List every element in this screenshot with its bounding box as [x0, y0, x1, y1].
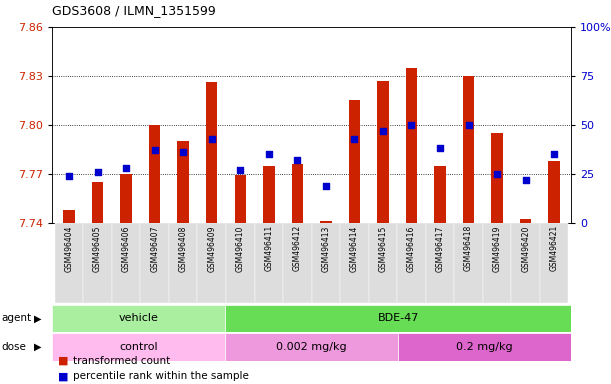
Text: agent: agent	[1, 313, 31, 323]
Point	[435, 145, 445, 151]
Bar	[511, 223, 540, 303]
Bar	[52, 305, 225, 332]
Bar	[340, 223, 368, 303]
Bar	[434, 166, 446, 223]
Text: GSM496417: GSM496417	[436, 225, 445, 271]
Bar	[312, 223, 340, 303]
Bar	[549, 161, 560, 223]
Text: GSM496412: GSM496412	[293, 225, 302, 271]
Text: GSM496419: GSM496419	[492, 225, 502, 271]
Text: 0.2 mg/kg: 0.2 mg/kg	[456, 342, 513, 352]
Bar	[397, 223, 426, 303]
Point	[293, 157, 302, 163]
Bar	[177, 141, 189, 223]
Point	[207, 136, 217, 142]
Bar	[491, 133, 503, 223]
Bar	[64, 210, 75, 223]
Bar	[520, 219, 532, 223]
Bar	[368, 223, 397, 303]
Point	[64, 173, 74, 179]
Text: control: control	[119, 342, 158, 352]
Point	[321, 182, 331, 189]
Text: 0.002 mg/kg: 0.002 mg/kg	[276, 342, 347, 352]
Text: GSM496415: GSM496415	[378, 225, 387, 271]
Bar	[206, 83, 218, 223]
Bar	[283, 223, 312, 303]
Point	[93, 169, 103, 175]
Text: GDS3608 / ILMN_1351599: GDS3608 / ILMN_1351599	[52, 4, 216, 17]
Point	[235, 167, 245, 173]
Bar	[263, 166, 274, 223]
Bar	[398, 333, 571, 361]
Point	[178, 149, 188, 155]
Text: GSM496421: GSM496421	[550, 225, 558, 271]
Text: GSM496406: GSM496406	[122, 225, 131, 271]
Text: GSM496416: GSM496416	[407, 225, 416, 271]
Point	[406, 122, 416, 128]
Bar	[291, 164, 303, 223]
Bar	[55, 223, 83, 303]
Point	[264, 151, 274, 157]
Text: GSM496420: GSM496420	[521, 225, 530, 271]
Bar	[235, 175, 246, 223]
Bar	[120, 174, 132, 223]
Bar	[112, 223, 141, 303]
Text: BDE-47: BDE-47	[378, 313, 419, 323]
Bar	[255, 223, 283, 303]
Text: ■: ■	[58, 356, 68, 366]
Text: GSM496411: GSM496411	[265, 225, 273, 271]
Bar	[377, 81, 389, 223]
Text: ■: ■	[58, 371, 68, 381]
Point	[464, 122, 474, 128]
Bar	[406, 68, 417, 223]
Text: GSM496405: GSM496405	[93, 225, 102, 271]
Bar	[540, 223, 568, 303]
Point	[150, 147, 159, 153]
Bar	[225, 305, 571, 332]
Bar	[455, 223, 483, 303]
Bar	[349, 100, 360, 223]
Bar	[197, 223, 226, 303]
Bar	[226, 223, 255, 303]
Text: GSM496407: GSM496407	[150, 225, 159, 271]
Point	[349, 136, 359, 142]
Bar	[141, 223, 169, 303]
Bar	[169, 223, 197, 303]
Bar	[92, 182, 103, 223]
Text: percentile rank within the sample: percentile rank within the sample	[73, 371, 249, 381]
Point	[521, 177, 530, 183]
Bar	[225, 333, 398, 361]
Text: GSM496418: GSM496418	[464, 225, 473, 271]
Bar	[320, 221, 332, 223]
Point	[492, 170, 502, 177]
Text: GSM496404: GSM496404	[65, 225, 73, 271]
Bar	[52, 333, 225, 361]
Text: vehicle: vehicle	[119, 313, 158, 323]
Bar	[463, 76, 474, 223]
Text: GSM496414: GSM496414	[350, 225, 359, 271]
Point	[378, 127, 388, 134]
Text: dose: dose	[1, 342, 26, 352]
Text: GSM496409: GSM496409	[207, 225, 216, 271]
Point	[549, 151, 559, 157]
Text: transformed count: transformed count	[73, 356, 170, 366]
Text: GSM496413: GSM496413	[321, 225, 331, 271]
Bar	[149, 125, 160, 223]
Bar	[83, 223, 112, 303]
Text: ▶: ▶	[34, 313, 42, 323]
Text: ▶: ▶	[34, 342, 42, 352]
Text: GSM496410: GSM496410	[236, 225, 245, 271]
Bar	[426, 223, 455, 303]
Text: GSM496408: GSM496408	[178, 225, 188, 271]
Bar	[483, 223, 511, 303]
Point	[121, 165, 131, 171]
